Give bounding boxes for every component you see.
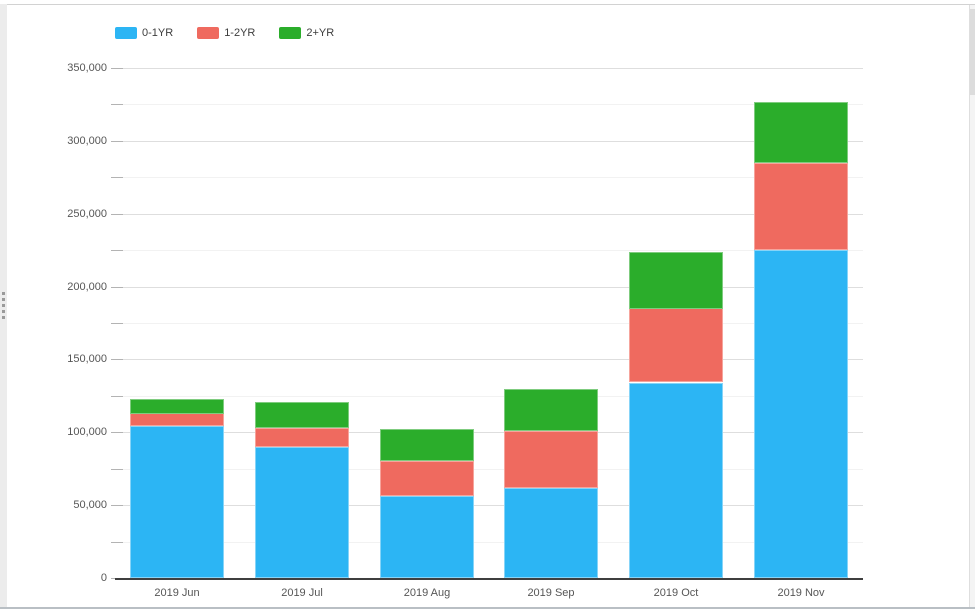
y-axis-label: 200,000 bbox=[67, 281, 107, 293]
x-axis-label: 2019 Jul bbox=[281, 587, 323, 599]
bar-segment-1-2yr-2019-sep[interactable] bbox=[504, 431, 598, 488]
legend-label: 0-1YR bbox=[142, 27, 174, 39]
scrollbar-thumb[interactable] bbox=[970, 9, 975, 95]
y-axis-tick bbox=[111, 396, 123, 397]
y-axis-tick bbox=[111, 432, 123, 433]
bar-segment-2-yr-2019-jun[interactable] bbox=[130, 399, 224, 414]
x-axis-label: 2019 Aug bbox=[403, 587, 451, 599]
gridline-minor bbox=[115, 250, 863, 251]
bar-segment-2-yr-2019-nov[interactable] bbox=[754, 102, 848, 163]
y-axis-label: 0 bbox=[100, 572, 107, 584]
x-axis-label: 2019 Jun bbox=[154, 587, 200, 599]
gridline-minor bbox=[115, 396, 863, 397]
gridline-minor bbox=[115, 323, 863, 324]
bar-segment-2-yr-2019-jul[interactable] bbox=[255, 402, 349, 428]
y-axis-tick bbox=[111, 469, 123, 470]
bar-segment-0-1yr-2019-jul[interactable] bbox=[255, 447, 349, 578]
gridline-major bbox=[115, 68, 863, 69]
legend-item-1-2yr[interactable]: 1-2YR bbox=[197, 27, 255, 39]
bar-segment-2-yr-2019-aug[interactable] bbox=[380, 429, 474, 461]
gridline-major bbox=[115, 432, 863, 433]
gridline-minor bbox=[115, 469, 863, 470]
x-axis-label: 2019 Oct bbox=[653, 587, 699, 599]
x-axis-line bbox=[115, 578, 863, 580]
left-resize-strip[interactable] bbox=[0, 4, 7, 607]
y-axis-label: 50,000 bbox=[73, 499, 107, 511]
x-axis-label: 2019 Nov bbox=[777, 587, 825, 599]
y-axis-label: 250,000 bbox=[67, 208, 107, 220]
legend-label: 1-2YR bbox=[224, 27, 256, 39]
gridline-minor bbox=[115, 104, 863, 105]
bar-segment-0-1yr-2019-nov[interactable] bbox=[754, 250, 848, 578]
y-axis-tick bbox=[111, 287, 123, 288]
legend-swatch-icon bbox=[115, 27, 137, 39]
bar-segment-2-yr-2019-oct[interactable] bbox=[629, 252, 723, 309]
legend-swatch-icon bbox=[197, 27, 220, 39]
y-axis-tick bbox=[111, 359, 123, 360]
vertical-scrollbar[interactable] bbox=[969, 5, 975, 607]
y-axis-label: 350,000 bbox=[67, 62, 107, 74]
window-top-border bbox=[0, 4, 975, 5]
x-axis-label: 2019 Sep bbox=[527, 587, 575, 599]
drag-handle-icon[interactable] bbox=[2, 292, 5, 319]
y-axis-label: 100,000 bbox=[67, 426, 107, 438]
legend-label: 2+YR bbox=[306, 27, 335, 39]
window-bottom-border bbox=[0, 607, 975, 609]
gridline-major bbox=[115, 505, 863, 506]
bar-segment-1-2yr-2019-oct[interactable] bbox=[629, 308, 723, 382]
legend-item-2-yr[interactable]: 2+YR bbox=[279, 27, 334, 39]
y-axis-tick bbox=[111, 323, 123, 324]
y-axis-tick bbox=[111, 104, 123, 105]
y-axis-tick bbox=[111, 177, 123, 178]
y-axis-tick bbox=[111, 542, 123, 543]
y-axis-label: 150,000 bbox=[67, 353, 107, 365]
y-axis-tick bbox=[111, 505, 123, 506]
y-axis-tick bbox=[111, 68, 123, 69]
bar-segment-0-1yr-2019-sep[interactable] bbox=[504, 488, 598, 578]
y-axis-tick bbox=[111, 141, 123, 142]
gridline-major bbox=[115, 359, 863, 360]
bar-segment-0-1yr-2019-oct[interactable] bbox=[629, 383, 723, 578]
y-axis-tick bbox=[111, 214, 123, 215]
legend-item-0-1yr[interactable]: 0-1YR bbox=[115, 27, 173, 39]
legend-swatch-icon bbox=[279, 27, 302, 39]
bar-segment-1-2yr-2019-aug[interactable] bbox=[380, 461, 474, 496]
gridline-minor bbox=[115, 542, 863, 543]
y-axis-tick bbox=[111, 250, 123, 251]
bar-segment-0-1yr-2019-aug[interactable] bbox=[380, 496, 474, 578]
gridline-major bbox=[115, 141, 863, 142]
bar-segment-1-2yr-2019-jun[interactable] bbox=[130, 413, 224, 426]
gridline-major bbox=[115, 287, 863, 288]
bar-segment-1-2yr-2019-nov[interactable] bbox=[754, 163, 848, 250]
gridline-minor bbox=[115, 177, 863, 178]
y-axis-label: 300,000 bbox=[67, 135, 107, 147]
bar-segment-1-2yr-2019-jul[interactable] bbox=[255, 428, 349, 447]
bar-segment-2-yr-2019-sep[interactable] bbox=[504, 389, 598, 431]
chart-legend: 0-1YR 1-2YR 2+YR bbox=[115, 27, 334, 39]
bar-segment-0-1yr-2019-jun[interactable] bbox=[130, 426, 224, 578]
gridline-major bbox=[115, 214, 863, 215]
